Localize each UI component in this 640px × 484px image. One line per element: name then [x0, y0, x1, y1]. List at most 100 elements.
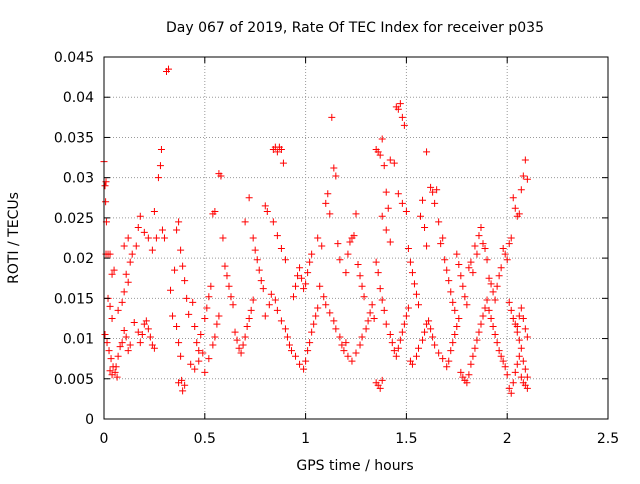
data-point [318, 242, 326, 250]
data-point [479, 312, 487, 320]
data-point [421, 328, 429, 336]
data-point [225, 282, 233, 290]
data-point [352, 349, 360, 357]
data-point [108, 270, 116, 278]
data-point [435, 349, 443, 357]
data-point [519, 357, 527, 365]
data-point [491, 296, 499, 304]
data-point [269, 218, 277, 226]
data-point [471, 242, 479, 250]
data-point [181, 381, 189, 389]
data-point [126, 258, 134, 266]
data-point [118, 298, 126, 306]
data-point [437, 240, 445, 248]
data-point [501, 250, 509, 258]
data-point [386, 238, 394, 246]
data-point [181, 277, 189, 285]
data-point [281, 256, 289, 264]
data-point [465, 264, 473, 272]
data-point [513, 360, 521, 368]
data-point [215, 312, 223, 320]
data-point [229, 301, 237, 309]
data-point [233, 336, 241, 344]
data-point [517, 373, 525, 381]
data-point [517, 186, 525, 194]
data-point [509, 314, 517, 322]
data-point [205, 355, 213, 363]
data-point [298, 274, 306, 282]
data-point [330, 317, 338, 325]
data-point [467, 258, 475, 266]
data-point [356, 341, 364, 349]
data-point [110, 266, 118, 274]
data-point [235, 344, 243, 352]
data-point [495, 347, 503, 355]
data-point [332, 325, 340, 333]
data-point [447, 347, 455, 355]
data-point [245, 314, 253, 322]
data-point [312, 312, 320, 320]
data-point [467, 360, 475, 368]
data-point [146, 333, 154, 341]
data-point [378, 376, 386, 384]
data-point [423, 148, 431, 156]
data-point [453, 322, 461, 330]
data-point [414, 301, 422, 309]
data-point [177, 246, 185, 254]
data-point [118, 339, 126, 347]
data-point [203, 304, 211, 312]
data-point [382, 320, 390, 328]
x-tick-label: 1 [301, 431, 310, 447]
data-point [189, 298, 197, 306]
data-point [191, 322, 199, 330]
data-point [197, 331, 205, 339]
data-point [431, 199, 439, 207]
data-point [179, 387, 187, 395]
data-point [348, 357, 356, 365]
data-point [483, 256, 491, 264]
data-point [445, 357, 453, 365]
data-point [485, 274, 493, 282]
data-point [271, 296, 279, 304]
data-point [130, 318, 138, 326]
data-point [241, 333, 249, 341]
data-point [421, 224, 429, 232]
data-point [322, 199, 330, 207]
data-point [191, 365, 199, 373]
data-point [144, 325, 152, 333]
data-point [519, 314, 527, 322]
data-point [507, 234, 515, 242]
data-point [523, 373, 531, 381]
data-point [398, 328, 406, 336]
data-point [390, 347, 398, 355]
data-point [429, 188, 437, 196]
data-point [150, 344, 158, 352]
data-point [364, 317, 372, 325]
data-point [314, 304, 322, 312]
data-point [294, 272, 302, 280]
data-point [306, 339, 314, 347]
data-point [419, 196, 427, 204]
y-tick-label: 0.02 [63, 251, 94, 267]
data-point [445, 277, 453, 285]
y-tick-label: 0.03 [63, 171, 94, 187]
data-point [485, 306, 493, 314]
data-point [265, 301, 273, 309]
data-point [114, 306, 122, 314]
data-point [287, 347, 295, 355]
data-point [105, 347, 113, 355]
data-point [330, 164, 338, 172]
data-point [302, 357, 310, 365]
data-point [342, 339, 350, 347]
data-point [296, 360, 304, 368]
x-tick-label: 0 [100, 431, 109, 447]
data-point [477, 320, 485, 328]
data-point [453, 250, 461, 258]
data-point [175, 339, 183, 347]
data-point [366, 309, 374, 317]
data-point [507, 389, 515, 397]
data-point [433, 186, 441, 194]
data-point [173, 226, 181, 234]
data-point [122, 333, 130, 341]
